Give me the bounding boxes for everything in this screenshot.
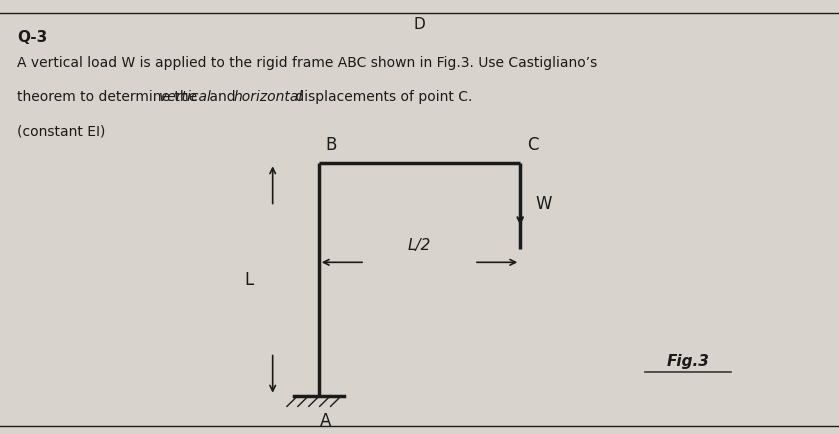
Text: B: B bbox=[326, 136, 337, 154]
Text: A: A bbox=[320, 412, 331, 430]
Text: A vertical load W is applied to the rigid frame ABC shown in Fig.3. Use Castigli: A vertical load W is applied to the rigi… bbox=[17, 56, 597, 70]
Text: displacements of point C.: displacements of point C. bbox=[290, 90, 472, 104]
Text: L/2: L/2 bbox=[408, 238, 431, 253]
Text: W: W bbox=[535, 195, 552, 213]
Text: theorem to determine the: theorem to determine the bbox=[17, 90, 201, 104]
Text: Q-3: Q-3 bbox=[17, 30, 47, 45]
Text: and: and bbox=[205, 90, 240, 104]
Text: vertical: vertical bbox=[159, 90, 211, 104]
Text: C: C bbox=[527, 136, 539, 154]
Text: Fig.3: Fig.3 bbox=[666, 354, 710, 369]
Text: (constant EI): (constant EI) bbox=[17, 125, 105, 139]
Text: D: D bbox=[414, 17, 425, 32]
Text: horizontal: horizontal bbox=[233, 90, 303, 104]
Text: L: L bbox=[244, 270, 254, 289]
